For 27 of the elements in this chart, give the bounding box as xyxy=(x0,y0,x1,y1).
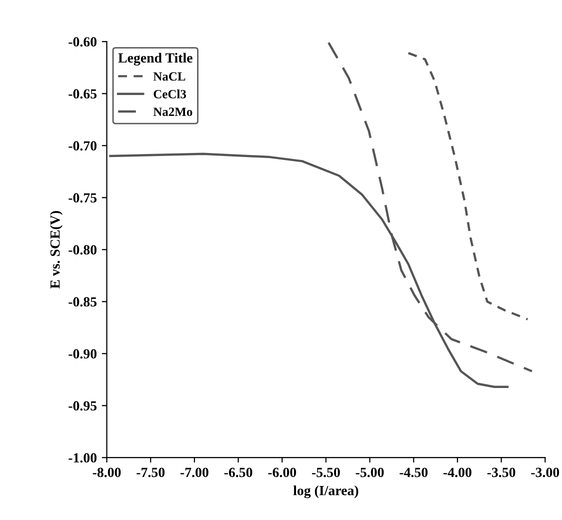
legend-label: CeCl3 xyxy=(154,90,186,98)
x-tick-label: -4.00 xyxy=(444,468,472,478)
y-tick-label: -0.80 xyxy=(68,245,97,255)
x-tick-label: -3.00 xyxy=(531,468,560,478)
x-tick-label: -4.50 xyxy=(400,468,428,478)
x-axis-title: log (I/area) xyxy=(293,485,358,498)
x-tick-label: -5.00 xyxy=(356,468,384,478)
y-tick-label: -1.00 xyxy=(68,453,97,463)
y-tick-label: -0.60 xyxy=(68,37,97,47)
legend-title: Legend Title xyxy=(118,52,192,66)
x-tick-label: -6.00 xyxy=(268,468,296,478)
y-tick-label: -0.85 xyxy=(68,297,97,307)
x-tick-label: -6.50 xyxy=(224,468,252,478)
y-tick-label: -0.90 xyxy=(68,349,97,359)
y-axis-title: E vs. SCE(V) xyxy=(50,211,63,289)
legend-label: Na2Mo xyxy=(153,108,192,116)
y-tick-label: -0.65 xyxy=(68,89,97,99)
x-tick-label: -3.50 xyxy=(487,468,516,478)
y-tick-label: -0.70 xyxy=(68,141,97,151)
x-tick-label: -8.00 xyxy=(92,468,121,478)
y-tick-label: -0.75 xyxy=(68,193,97,203)
x-tick-label: -5.50 xyxy=(312,468,340,478)
x-tick-label: -7.50 xyxy=(136,468,165,478)
x-tick-label: -7.00 xyxy=(180,468,208,478)
y-tick-label: -0.95 xyxy=(68,401,97,411)
line-series xyxy=(407,52,529,320)
legend-label: NaCL xyxy=(153,72,186,81)
